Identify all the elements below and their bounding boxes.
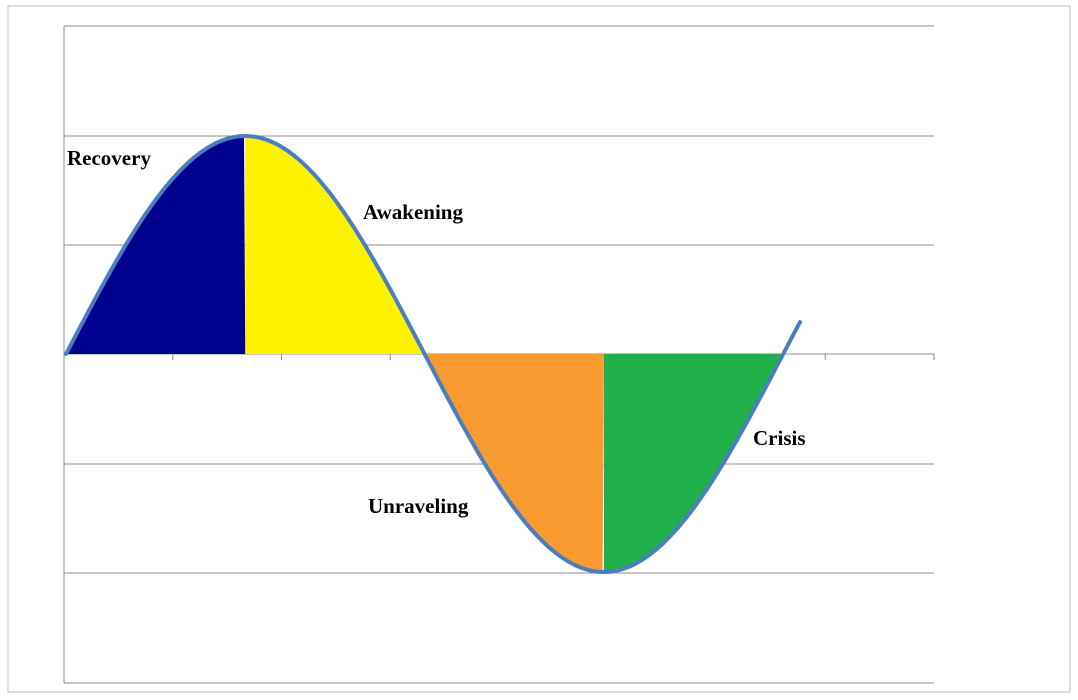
phase-fill <box>66 136 246 354</box>
awakening-label: Awakening <box>363 200 463 224</box>
recovery-label: Recovery <box>67 146 151 170</box>
phase-fills <box>66 136 784 572</box>
phase-fill <box>245 136 425 354</box>
phase-fill <box>424 354 604 572</box>
unraveling-label: Unraveling <box>368 494 469 518</box>
crisis-label: Crisis <box>753 426 806 450</box>
phase-fill <box>603 354 784 572</box>
cycle-curve <box>64 134 802 574</box>
